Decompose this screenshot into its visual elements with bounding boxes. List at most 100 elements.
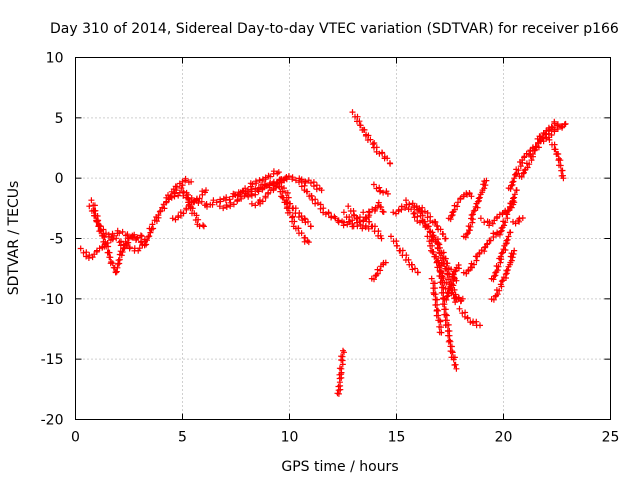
- data-point: [403, 197, 409, 204]
- data-point: [532, 146, 539, 153]
- data-point: [155, 212, 162, 219]
- data-point: [398, 203, 405, 210]
- data-point: [440, 260, 447, 267]
- data-point: [448, 212, 455, 219]
- data-point: [439, 254, 446, 261]
- data-point: [508, 182, 515, 189]
- data-point: [408, 261, 415, 268]
- data-point: [511, 194, 518, 201]
- data-point: [369, 141, 376, 148]
- data-point: [412, 265, 418, 272]
- data-point: [493, 215, 500, 222]
- data-point: [94, 213, 101, 219]
- data-point: [289, 174, 296, 181]
- data-point: [467, 223, 474, 230]
- data-point: [285, 173, 292, 180]
- x-tick-label: 0: [71, 430, 80, 446]
- data-point: [168, 194, 175, 201]
- data-point: [109, 236, 116, 243]
- data-point: [196, 195, 203, 202]
- data-point: [360, 218, 367, 225]
- data-point: [393, 242, 400, 249]
- data-point: [517, 163, 524, 170]
- data-point: [511, 191, 518, 198]
- data-point: [511, 247, 518, 254]
- data-point: [439, 273, 446, 280]
- data-point: [118, 252, 125, 259]
- data-point: [105, 249, 112, 256]
- data-point: [429, 229, 436, 236]
- data-point: [350, 223, 357, 230]
- data-point: [147, 229, 154, 236]
- chart-title: Day 310 of 2014, Sidereal Day-to-day VTE…: [50, 21, 619, 37]
- data-point: [216, 203, 223, 210]
- data-point: [502, 240, 509, 247]
- data-point: [497, 281, 504, 288]
- data-point: [138, 233, 145, 240]
- data-point: [408, 206, 415, 213]
- data-point: [474, 198, 481, 205]
- data-point: [117, 242, 124, 249]
- data-point: [332, 215, 339, 222]
- data-point: [335, 383, 342, 390]
- data-point: [551, 118, 558, 125]
- data-point: [432, 238, 439, 245]
- data-point: [237, 191, 244, 197]
- data-point: [109, 260, 116, 267]
- data-point: [433, 222, 440, 229]
- data-point: [445, 321, 452, 328]
- data-point: [496, 287, 503, 294]
- series-t22: [388, 233, 421, 276]
- x-axis-label: GPS time / hours: [281, 459, 398, 475]
- data-point: [262, 176, 269, 183]
- series-t41: [516, 124, 556, 180]
- data-point: [506, 229, 513, 236]
- data-point: [502, 247, 509, 253]
- data-point: [301, 215, 308, 222]
- data-point: [406, 201, 413, 208]
- data-point: [432, 302, 439, 308]
- data-point: [171, 190, 178, 197]
- data-point: [387, 160, 394, 167]
- data-point: [477, 322, 483, 329]
- data-point: [376, 184, 383, 191]
- data-point: [265, 190, 271, 197]
- data-point: [438, 329, 445, 336]
- series-t12: [281, 185, 314, 230]
- data-point: [285, 194, 292, 201]
- data-point: [169, 215, 176, 222]
- series-t5: [169, 187, 209, 223]
- series-t10: [248, 175, 289, 209]
- data-point: [178, 185, 185, 192]
- data-point: [405, 256, 412, 263]
- series-t33: [460, 177, 490, 241]
- data-point: [93, 248, 100, 255]
- data-point: [259, 198, 266, 205]
- data-point: [444, 290, 451, 296]
- data-point: [524, 164, 531, 171]
- data-point: [137, 232, 144, 239]
- data-point: [454, 203, 461, 210]
- data-point: [210, 197, 217, 204]
- data-point: [200, 223, 207, 230]
- data-point: [183, 194, 190, 201]
- data-point: [510, 178, 517, 185]
- data-point: [452, 267, 459, 274]
- data-point: [105, 243, 112, 250]
- series-t20: [370, 181, 391, 197]
- data-point: [296, 179, 302, 186]
- y-tick-label: 10: [46, 51, 64, 67]
- data-point: [464, 314, 471, 321]
- data-point: [557, 162, 564, 169]
- data-point: [557, 157, 564, 164]
- data-point: [380, 189, 387, 196]
- data-point: [428, 275, 435, 282]
- data-point: [482, 182, 489, 189]
- data-point: [340, 209, 347, 216]
- data-point: [457, 196, 464, 202]
- data-point: [346, 218, 353, 225]
- data-point: [451, 362, 458, 368]
- data-point: [441, 301, 448, 308]
- data-point: [559, 124, 566, 131]
- data-point: [446, 337, 453, 344]
